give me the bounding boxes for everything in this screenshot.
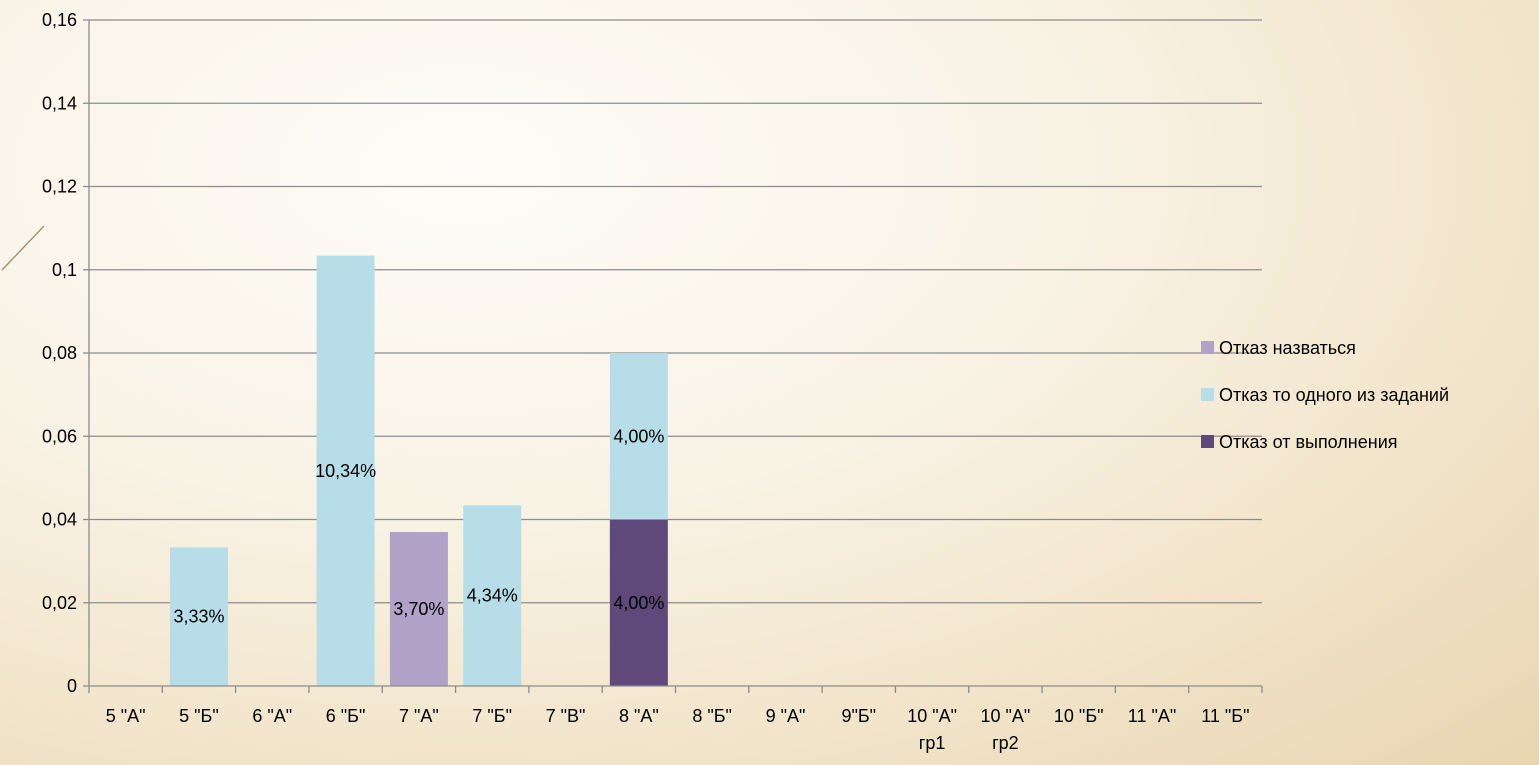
bar bbox=[169, 547, 228, 686]
x-tick-label-line: 10 "А" bbox=[907, 706, 957, 726]
x-tick-label: 10 "А" гр2 bbox=[981, 706, 1031, 753]
x-tick-label-line: 10 "А" bbox=[981, 706, 1031, 726]
decorative-corner-line bbox=[1, 225, 45, 271]
data-label: 3,70% bbox=[393, 599, 444, 619]
x-tick-label: 5 "А" bbox=[106, 706, 146, 726]
x-tick-label-line: 8 "А" bbox=[619, 706, 659, 726]
x-tick-label-line: гр2 bbox=[992, 733, 1019, 753]
x-tick-label: 11 "Б" bbox=[1201, 706, 1249, 726]
legend-label: Отказ от выполнения bbox=[1219, 432, 1398, 452]
y-tick-label: 0,1 bbox=[52, 260, 77, 280]
x-tick-label: 6 "Б" bbox=[326, 706, 366, 726]
x-tick-label: 9 "А" bbox=[766, 706, 806, 726]
y-tick-label: 0,02 bbox=[42, 593, 77, 613]
x-tick-label-line: 7 "А" bbox=[399, 706, 439, 726]
y-tick-label: 0,08 bbox=[42, 343, 77, 363]
bar bbox=[389, 531, 448, 686]
legend-label: Отказ то одного из заданий bbox=[1219, 385, 1449, 405]
x-tick-label: 11 "А" bbox=[1128, 706, 1176, 726]
x-tick-label: 7 "В" bbox=[546, 706, 586, 726]
x-tick-label-line: 8 "Б" bbox=[692, 706, 732, 726]
x-tick-label-line: 11 "А" bbox=[1128, 706, 1176, 726]
x-tick-label-line: 6 "Б" bbox=[326, 706, 366, 726]
data-labels: 3,33% 10,34% 3,70% 4,34% 4,00% 4,00% bbox=[173, 426, 664, 626]
y-tick-label: 0,04 bbox=[42, 510, 77, 530]
x-tick-label-line: 6 "А" bbox=[252, 706, 292, 726]
data-label: 4,34% bbox=[467, 586, 518, 606]
gridlines bbox=[89, 19, 1262, 604]
x-tick-label-line: 7 "Б" bbox=[472, 706, 512, 726]
y-tick-label: 0 bbox=[67, 676, 77, 696]
x-tick-label: 8 "А" bbox=[619, 706, 659, 726]
legend-swatch bbox=[1201, 435, 1214, 448]
legend-label: Отказ назваться bbox=[1219, 338, 1356, 358]
legend-swatch bbox=[1201, 388, 1214, 401]
bar bbox=[316, 255, 375, 686]
data-label: 10,34% bbox=[315, 461, 376, 481]
legend-swatch bbox=[1201, 341, 1214, 354]
y-tick-label: 0,14 bbox=[42, 93, 77, 113]
x-tick-label: 6 "А" bbox=[252, 706, 292, 726]
bar bbox=[463, 505, 522, 686]
x-tick-label: 7 "Б" bbox=[472, 706, 512, 726]
bars bbox=[169, 255, 668, 686]
bar bbox=[609, 519, 668, 686]
data-label: 4,00% bbox=[613, 593, 664, 613]
x-tick-label-line: 5 "Б" bbox=[179, 706, 219, 726]
x-tick-label-line: 11 "Б" bbox=[1201, 706, 1249, 726]
y-tick-label: 0,12 bbox=[42, 177, 77, 197]
x-tick-label: 10 "А" гр1 bbox=[907, 706, 957, 753]
x-tick-label-line: гр1 bbox=[919, 733, 946, 753]
x-tick-label: 5 "Б" bbox=[179, 706, 219, 726]
data-label: 3,33% bbox=[173, 607, 224, 627]
legend: Отказ назваться Отказ то одного из задани… bbox=[1201, 338, 1449, 452]
x-tick-label: 9"Б" bbox=[841, 706, 876, 726]
data-label: 4,00% bbox=[613, 426, 664, 446]
y-tick-label: 0,06 bbox=[42, 426, 77, 446]
x-tick-label: 7 "А" bbox=[399, 706, 439, 726]
x-tick-label: 10 "Б" bbox=[1054, 706, 1104, 726]
x-tick-label-line: 9"Б" bbox=[841, 706, 876, 726]
y-tick-label: 0,16 bbox=[42, 10, 77, 30]
x-tick-label-line: 9 "А" bbox=[766, 706, 806, 726]
x-tick-label-line: 10 "Б" bbox=[1054, 706, 1104, 726]
x-tick-label-line: 7 "В" bbox=[546, 706, 586, 726]
bar bbox=[609, 353, 668, 520]
axes: 0 0,02 0,04 0,06 0,08 0,1 0,12 0,14 0,16 5 "А" 5 "… bbox=[42, 10, 1263, 753]
x-tick-label-line: 5 "А" bbox=[106, 706, 146, 726]
x-tick-label: 8 "Б" bbox=[692, 706, 732, 726]
